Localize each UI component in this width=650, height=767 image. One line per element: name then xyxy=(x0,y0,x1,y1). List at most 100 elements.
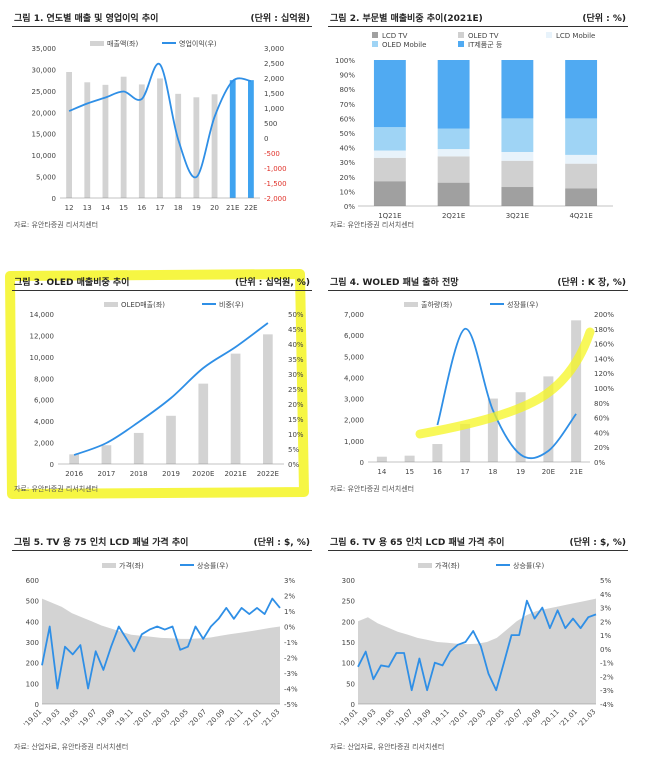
y-tick-label: 50% xyxy=(339,130,355,138)
y-tick-label: 90% xyxy=(339,72,355,80)
y2-tick-label: 0% xyxy=(284,624,295,632)
y-tick-label: 150 xyxy=(342,639,355,647)
y2-tick-label: 5% xyxy=(600,577,611,585)
x-tick-label: '20.07 xyxy=(503,708,524,729)
legend-swatch xyxy=(458,32,464,38)
x-tick-label: 12 xyxy=(65,204,74,212)
y2-tick-label: -2% xyxy=(600,673,614,681)
bar xyxy=(571,320,582,462)
legend-label: 매출액(좌) xyxy=(107,39,138,48)
legend-label: LCD TV xyxy=(382,32,408,40)
x-tick-label: 16 xyxy=(433,468,442,476)
x-tick-label: 15 xyxy=(405,468,414,476)
x-tick-label: 14 xyxy=(101,204,110,212)
price-area xyxy=(358,598,596,704)
bar xyxy=(133,432,144,464)
stack-segment xyxy=(565,154,598,164)
x-tick-label: 17 xyxy=(461,468,470,476)
x-tick-label: '20.11 xyxy=(540,708,561,729)
x-tick-label: '20.07 xyxy=(187,708,208,729)
x-tick-label: '20.01 xyxy=(448,708,469,729)
x-tick-label: '20.03 xyxy=(466,708,487,729)
y-tick-label: 8,000 xyxy=(34,375,54,383)
legend-swatch xyxy=(372,32,378,38)
bar xyxy=(211,94,218,198)
bar xyxy=(376,456,387,462)
y2-tick-label: 45% xyxy=(288,326,304,334)
y2-tick-label: 40% xyxy=(288,341,304,349)
y2-tick-label: 120% xyxy=(594,370,614,378)
chart-unit: (단위 : %) xyxy=(582,14,626,24)
y-tick-label: 200 xyxy=(342,618,355,626)
y-tick-label: 100 xyxy=(342,660,355,668)
chart-title-bar: 그림 4. WOLED 패널 출하 전망 (단위 : K 장, %) xyxy=(328,272,628,291)
y-tick-label: 400 xyxy=(26,618,39,626)
x-tick-label: '19.05 xyxy=(375,708,396,729)
x-tick-label: '20.03 xyxy=(150,708,171,729)
y2-tick-label: -1,500 xyxy=(264,180,287,188)
bar xyxy=(66,72,72,198)
legend-label: 출하량(좌) xyxy=(421,300,452,309)
x-tick-label: 2016 xyxy=(65,470,83,478)
bar xyxy=(101,445,112,464)
y2-tick-label: 2,000 xyxy=(264,75,284,83)
y2-tick-label: 1% xyxy=(600,632,611,640)
bar xyxy=(229,80,236,198)
stack-segment xyxy=(565,60,598,119)
price-area xyxy=(42,598,280,704)
x-tick-label: '21.03 xyxy=(576,708,597,729)
y2-tick-label: 140% xyxy=(594,355,614,363)
chart-unit: (단위 : 십억원, %) xyxy=(234,278,310,288)
chart-canvas: 출하량(좌) 성장률(우) 7,000 6,000 5,000 4,000 3,000 2,0… xyxy=(344,300,614,476)
stack-segment xyxy=(373,150,406,158)
stack-segment xyxy=(565,163,598,189)
chart-title: 그림 5. TV 용 75 인치 LCD 패널 가격 추이 xyxy=(14,538,189,548)
stack-segment xyxy=(565,188,598,206)
x-tick-label: 2018 xyxy=(130,470,148,478)
stack-segment xyxy=(437,128,470,150)
y-tick-label: 0 xyxy=(351,701,355,709)
x-tick-label: '20.05 xyxy=(485,708,506,729)
stack-segment xyxy=(501,187,534,206)
y-tick-label: 10% xyxy=(339,188,355,196)
y-tick-label: 100 xyxy=(26,680,39,688)
x-tick-label: 18 xyxy=(488,468,497,476)
y-tick-label: 6,000 xyxy=(344,332,364,340)
stack-segment xyxy=(501,160,534,188)
stack-segment xyxy=(437,156,470,183)
chart-title-bar: 그림 1. 연도별 매출 및 영업이익 추이 (단위 : 십억원) xyxy=(12,8,312,27)
y2-tick-label: 0% xyxy=(600,646,611,654)
x-tick-label: '19.07 xyxy=(77,708,98,729)
bar xyxy=(543,376,554,462)
series-line xyxy=(68,62,252,179)
x-tick-label: '19.11 xyxy=(114,708,135,729)
x-tick-label: '21.03 xyxy=(260,708,281,729)
bar xyxy=(263,334,273,464)
y2-tick-label: 20% xyxy=(594,444,610,452)
legend-swatch xyxy=(104,302,118,307)
chart-source: 자료: 유안타증권 리서치센터 xyxy=(330,221,415,229)
bar xyxy=(138,84,145,198)
legend-swatch xyxy=(458,41,464,47)
y-tick-label: 0 xyxy=(52,195,56,203)
y2-tick-label: 25% xyxy=(288,386,304,394)
chart-canvas: 매출액(좌) 영업이익(우) 35,000 30,000 25,000 20,000 15,… xyxy=(32,39,287,212)
legend-label: 성장률(우) xyxy=(507,300,538,309)
x-tick-label: 19 xyxy=(516,468,525,476)
y-tick-label: 12,000 xyxy=(30,332,55,340)
y2-tick-label: 100% xyxy=(594,385,614,393)
y-tick-label: 50 xyxy=(346,680,355,688)
x-tick-label: '20.11 xyxy=(224,708,245,729)
chart-title: 그림 2. 부문별 매출비중 추이(2021E) xyxy=(330,14,483,24)
legend-label: 영업이익(우) xyxy=(179,39,217,48)
bar xyxy=(198,383,209,464)
x-tick-label: 19 xyxy=(192,204,201,212)
y2-tick-label: 5% xyxy=(288,446,299,454)
chart-title-bar: 그림 6. TV 용 65 인치 LCD 패널 가격 추이 (단위 : $, %… xyxy=(328,532,628,551)
y2-tick-label: -1,000 xyxy=(264,165,287,173)
chart-canvas: 가격(좌) 상승률(우) 300 250 200 150 100 50 0 5% 4% 3% 2% 1% 0… xyxy=(338,561,614,729)
y2-tick-label: 50% xyxy=(288,311,304,319)
y2-tick-label: 3% xyxy=(600,605,611,613)
chart-canvas: 가격(좌) 상승률(우) 600 500 400 300 200 100 0 3% 2% 1% 0% -1… xyxy=(22,561,298,729)
y2-tick-label: -2% xyxy=(284,655,298,663)
